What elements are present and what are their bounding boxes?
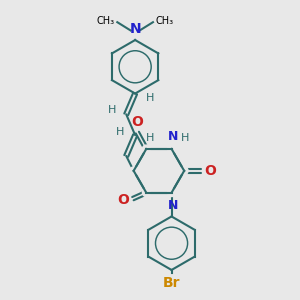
Text: N: N	[168, 130, 178, 143]
Circle shape	[168, 189, 176, 196]
Circle shape	[180, 167, 188, 175]
Text: N: N	[129, 22, 141, 36]
Text: H: H	[107, 105, 116, 115]
Text: CH₃: CH₃	[156, 16, 174, 26]
Circle shape	[130, 167, 137, 175]
Text: O: O	[131, 115, 143, 129]
Circle shape	[168, 145, 176, 153]
Text: O: O	[204, 164, 216, 178]
Circle shape	[142, 145, 150, 153]
Text: CH₃: CH₃	[96, 16, 114, 26]
Text: O: O	[118, 193, 129, 207]
Text: H: H	[146, 133, 154, 143]
Text: N: N	[168, 199, 178, 212]
Circle shape	[142, 189, 150, 196]
Text: H: H	[146, 93, 154, 103]
Text: Br: Br	[163, 276, 180, 290]
Text: H: H	[116, 127, 125, 137]
Text: H: H	[181, 133, 189, 143]
